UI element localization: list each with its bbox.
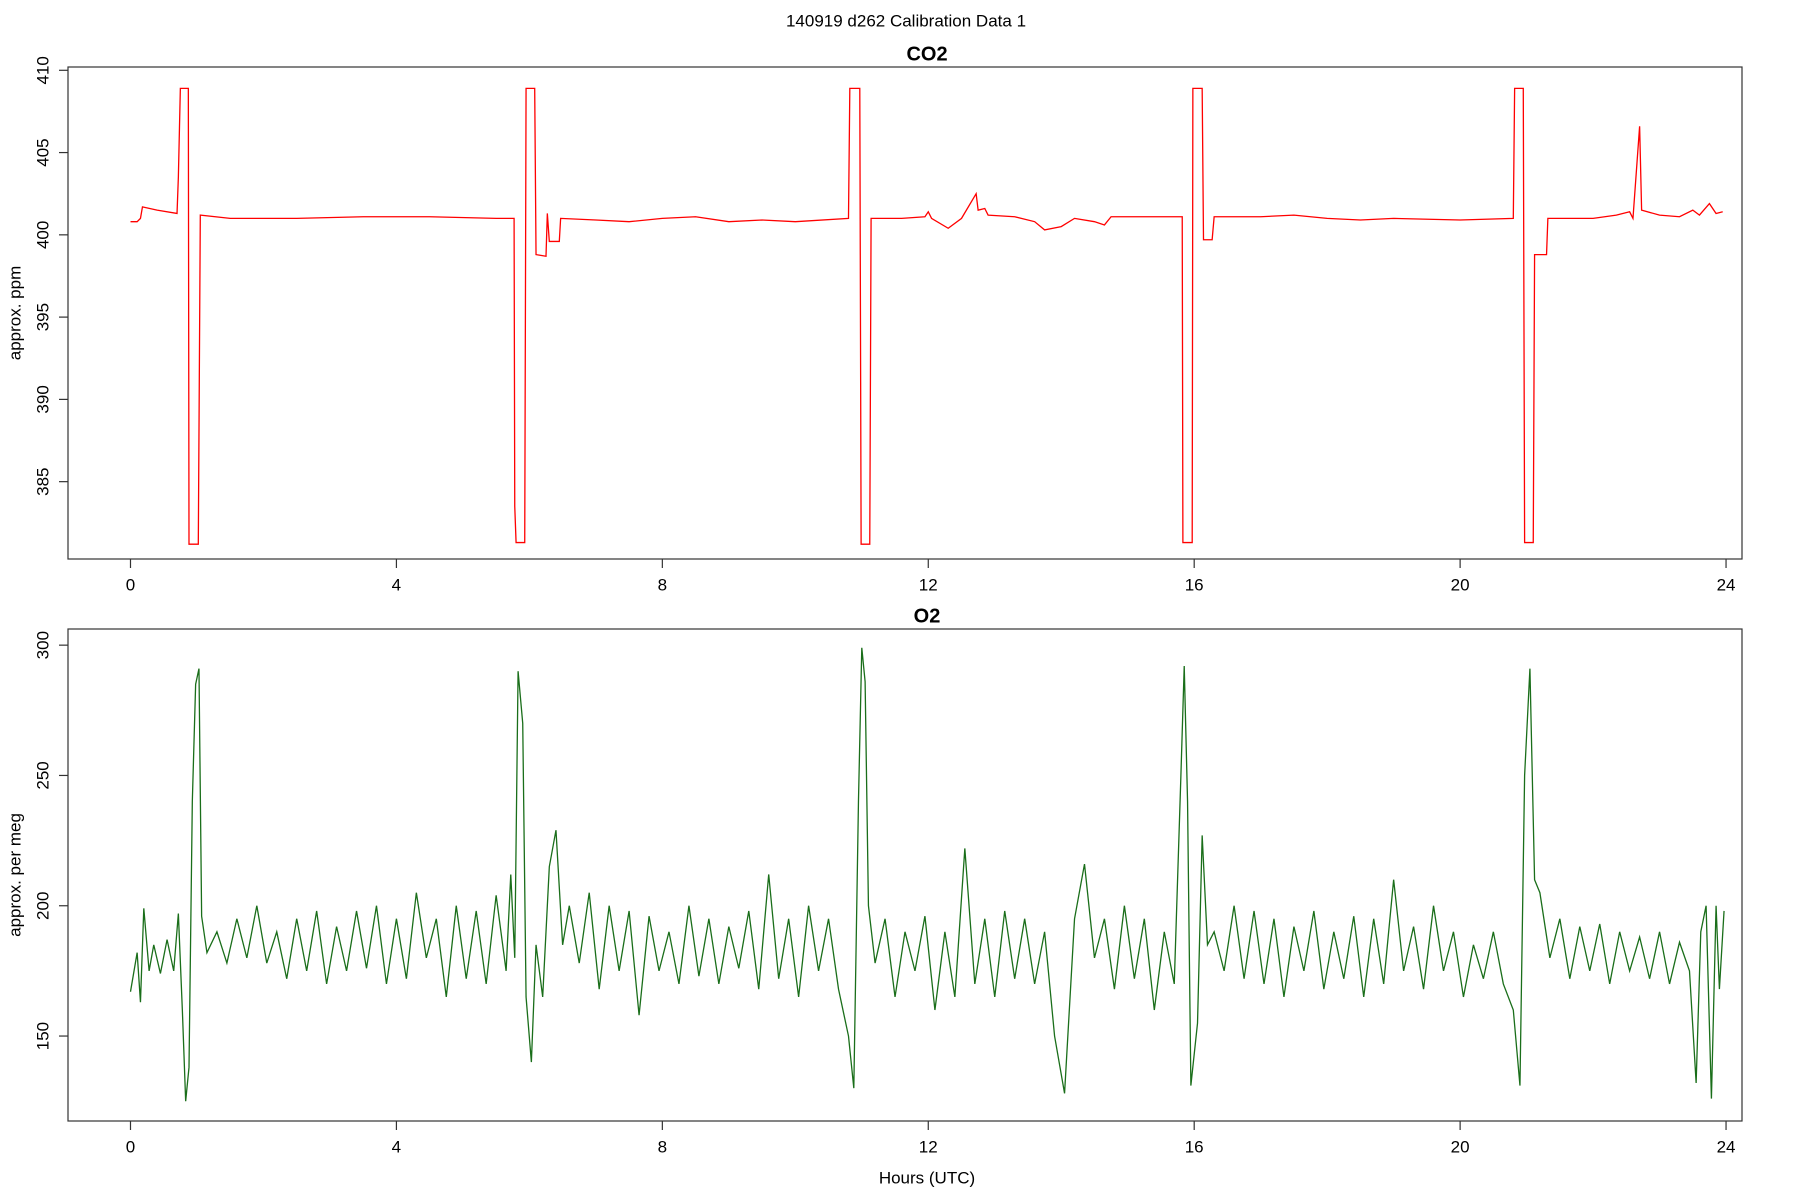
y-tick-label: 300: [33, 631, 52, 659]
x-tick-label: 16: [1185, 575, 1204, 594]
x-tick-label: 24: [1717, 575, 1736, 594]
y-axis-label: approx. per meg: [5, 813, 24, 937]
data-line: [129, 647, 1725, 1102]
plot-frame: [67, 628, 1743, 1122]
plot-title: CO2: [906, 43, 947, 65]
y-tick-label: 200: [33, 892, 52, 920]
x-tick-label: 24: [1717, 1137, 1736, 1156]
y-tick-label: 390: [33, 385, 52, 413]
x-tick-label: 20: [1451, 575, 1470, 594]
y-tick-label: 385: [33, 467, 52, 495]
plot-frame: [67, 66, 1743, 560]
x-tick-label: 12: [919, 1137, 938, 1156]
x-axis-label: Hours (UTC): [879, 1168, 975, 1187]
x-tick-label: 4: [392, 1137, 401, 1156]
x-tick-label: 16: [1185, 1137, 1204, 1156]
x-tick-label: 8: [658, 1137, 667, 1156]
plot-title: O2: [914, 605, 941, 627]
x-tick-label: 4: [392, 575, 401, 594]
y-axis-label: approx. ppm: [5, 266, 24, 361]
y-tick-label: 405: [33, 138, 52, 166]
y-tick-label: 250: [33, 761, 52, 789]
x-tick-label: 0: [126, 1137, 135, 1156]
page-title: 140919 d262 Calibration Data 1: [786, 11, 1026, 30]
y-tick-label: 410: [33, 56, 52, 84]
x-tick-label: 0: [126, 575, 135, 594]
data-line: [130, 87, 1723, 545]
x-tick-label: 20: [1451, 1137, 1470, 1156]
x-tick-label: 8: [658, 575, 667, 594]
y-tick-label: 400: [33, 221, 52, 249]
x-tick-label: 12: [919, 575, 938, 594]
y-tick-label: 395: [33, 303, 52, 331]
y-tick-label: 150: [33, 1022, 52, 1050]
